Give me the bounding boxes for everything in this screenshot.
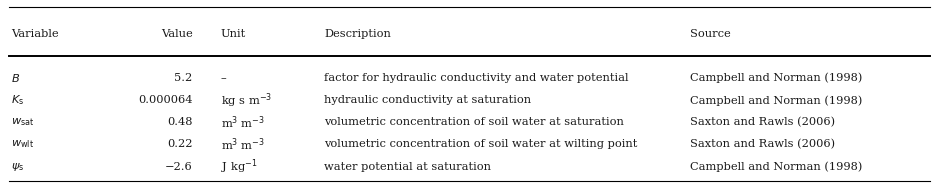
Text: 0.22: 0.22 [167,139,192,149]
Text: −2.6: −2.6 [164,162,192,171]
Text: Campbell and Norman (1998): Campbell and Norman (1998) [690,161,863,172]
Text: Unit: Unit [221,29,246,39]
Text: Campbell and Norman (1998): Campbell and Norman (1998) [690,73,863,84]
Text: m$^{3}$ m$^{-3}$: m$^{3}$ m$^{-3}$ [221,136,265,153]
Text: 0.48: 0.48 [167,117,192,127]
Text: Description: Description [324,29,391,39]
Text: $w_{\mathrm{sat}}$: $w_{\mathrm{sat}}$ [11,116,35,128]
Text: 5.2: 5.2 [175,73,192,83]
Text: m$^{3}$ m$^{-3}$: m$^{3}$ m$^{-3}$ [221,114,265,131]
Text: Saxton and Rawls (2006): Saxton and Rawls (2006) [690,139,836,150]
Text: $w_{\mathrm{wlt}}$: $w_{\mathrm{wlt}}$ [11,139,35,150]
Text: $B$: $B$ [11,72,21,84]
Text: –: – [221,73,226,83]
Text: Variable: Variable [11,29,59,39]
Text: Campbell and Norman (1998): Campbell and Norman (1998) [690,95,863,106]
Text: $K_{\mathrm{s}}$: $K_{\mathrm{s}}$ [11,93,24,107]
Text: volumetric concentration of soil water at saturation: volumetric concentration of soil water a… [324,117,623,127]
Text: volumetric concentration of soil water at wilting point: volumetric concentration of soil water a… [324,139,638,149]
Text: 0.000064: 0.000064 [138,95,192,105]
Text: hydraulic conductivity at saturation: hydraulic conductivity at saturation [324,95,531,105]
Text: Value: Value [161,29,192,39]
Text: Saxton and Rawls (2006): Saxton and Rawls (2006) [690,117,836,128]
Text: water potential at saturation: water potential at saturation [324,162,491,171]
Text: Source: Source [690,29,731,39]
Text: kg s m$^{-3}$: kg s m$^{-3}$ [221,91,272,110]
Text: factor for hydraulic conductivity and water potential: factor for hydraulic conductivity and wa… [324,73,628,83]
Text: $\psi_{\mathrm{s}}$: $\psi_{\mathrm{s}}$ [11,160,24,173]
Text: J kg$^{-1}$: J kg$^{-1}$ [221,157,257,176]
